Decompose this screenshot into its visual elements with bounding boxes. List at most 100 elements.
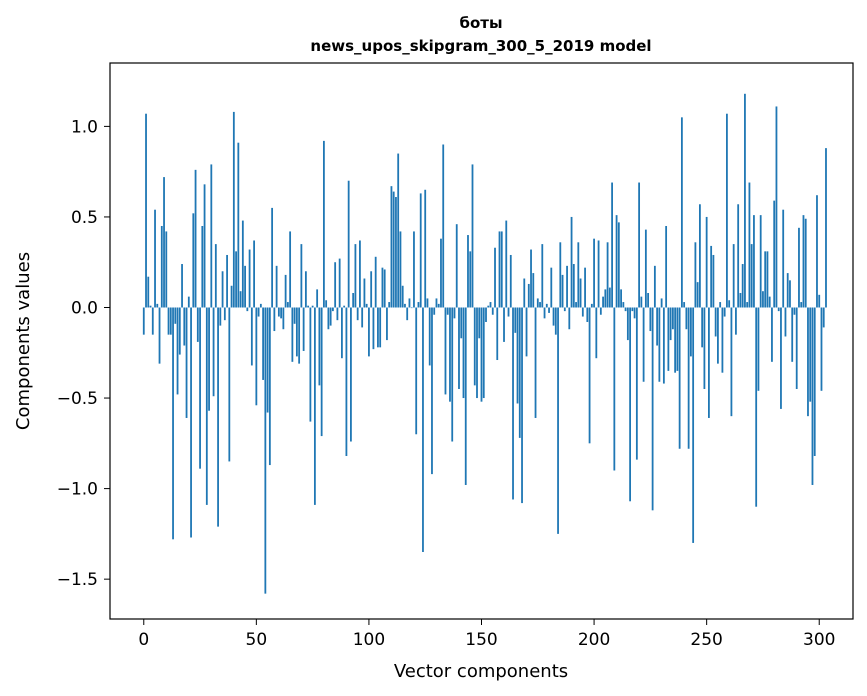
bar <box>316 289 319 308</box>
bar <box>516 307 519 404</box>
bar <box>467 235 469 308</box>
bar <box>149 305 152 308</box>
bar <box>764 251 767 308</box>
bar <box>554 307 557 335</box>
bar <box>566 265 568 308</box>
bar <box>203 184 206 308</box>
bar <box>536 298 539 308</box>
bar <box>331 307 334 312</box>
bar <box>689 307 692 357</box>
bar <box>379 307 382 348</box>
bar <box>264 307 267 594</box>
bar <box>172 307 174 540</box>
bar <box>820 307 823 391</box>
bar <box>626 307 629 341</box>
bar <box>735 307 737 335</box>
bar <box>280 307 283 319</box>
bar <box>678 307 681 449</box>
x-axis-label: Vector components <box>394 661 568 682</box>
bar <box>307 305 310 308</box>
bar <box>579 278 582 308</box>
bar <box>185 307 188 418</box>
bar <box>196 307 199 342</box>
bar <box>169 307 172 335</box>
bar <box>386 307 388 341</box>
bar <box>768 296 771 308</box>
bar <box>205 307 208 505</box>
bar <box>521 307 523 504</box>
bar <box>791 307 794 362</box>
bar <box>793 307 796 315</box>
bar <box>322 140 325 308</box>
bar <box>239 291 242 308</box>
bar <box>217 307 219 527</box>
bar <box>406 307 409 321</box>
bar <box>313 307 316 505</box>
bar <box>809 307 812 402</box>
bar <box>665 225 668 308</box>
bar <box>750 244 753 308</box>
bar <box>541 244 544 308</box>
bar <box>181 264 183 308</box>
chart-title: боты <box>459 14 502 32</box>
bar <box>404 303 406 308</box>
bar <box>530 249 532 308</box>
bar <box>266 307 269 413</box>
bar <box>602 296 604 308</box>
bar <box>408 298 411 308</box>
bar <box>595 307 598 359</box>
bar <box>370 271 373 308</box>
bar <box>780 307 782 409</box>
bar <box>460 307 463 339</box>
bar <box>514 307 517 333</box>
bar <box>451 307 454 442</box>
bar <box>804 218 807 308</box>
x-tick-label: 300 <box>803 630 835 650</box>
bar <box>401 285 404 308</box>
bar <box>241 220 244 308</box>
bar <box>762 291 764 308</box>
bar <box>649 307 652 332</box>
bars-group <box>142 93 827 594</box>
bar <box>286 302 289 308</box>
bar <box>300 244 303 308</box>
bar <box>613 307 616 471</box>
bar <box>413 231 415 308</box>
x-tick-label: 0 <box>138 630 149 650</box>
bar <box>714 307 717 337</box>
bar <box>638 182 641 308</box>
bar <box>235 251 237 308</box>
bar <box>347 180 350 308</box>
bar <box>550 267 553 308</box>
bar <box>482 307 485 399</box>
bar <box>341 307 343 359</box>
bar <box>228 307 231 462</box>
bar <box>491 307 494 315</box>
bar <box>219 307 222 326</box>
bar <box>244 265 246 308</box>
bar <box>494 247 496 308</box>
bar <box>302 307 305 351</box>
bar <box>273 307 276 332</box>
bar <box>354 244 357 308</box>
bar <box>464 307 467 485</box>
bar <box>813 307 816 457</box>
y-tick-label: 1.0 <box>71 117 98 137</box>
bar <box>570 216 573 308</box>
bar <box>705 216 708 308</box>
y-tick-label: −0.5 <box>57 389 98 409</box>
bar <box>617 222 620 308</box>
bar <box>410 307 413 309</box>
bar <box>282 307 285 330</box>
bar <box>737 204 740 308</box>
bar <box>442 144 445 308</box>
bar <box>318 307 321 386</box>
bar <box>476 307 478 399</box>
bar <box>485 307 487 322</box>
bar <box>194 169 197 308</box>
bar <box>253 240 255 308</box>
bar <box>703 307 706 389</box>
bar <box>593 238 595 308</box>
bar <box>552 307 555 326</box>
bar <box>611 182 613 308</box>
